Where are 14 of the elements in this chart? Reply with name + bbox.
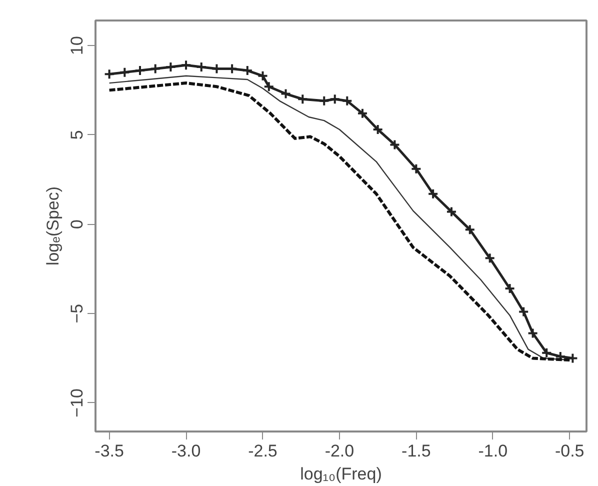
y-tick-label: −5	[68, 304, 86, 324]
x-axis-title: log₁₀(Freq)	[300, 464, 382, 484]
x-tick-label: -0.5	[554, 442, 584, 460]
x-tick-label: -1.5	[402, 442, 431, 460]
y-tick-label: 0	[68, 219, 86, 229]
y-tick-label: −10	[68, 388, 86, 418]
y-axis-title: logₑ(Spec)	[44, 186, 62, 266]
y-tick-label: 5	[68, 130, 86, 140]
x-tick-label: -3.0	[171, 442, 201, 460]
y-tick-label: 10	[68, 36, 86, 55]
x-tick-label: -2.0	[324, 442, 354, 460]
x-tick-label: -2.5	[248, 442, 278, 460]
x-tick-label: -3.5	[94, 442, 124, 460]
x-tick-label: -1.0	[478, 442, 508, 460]
